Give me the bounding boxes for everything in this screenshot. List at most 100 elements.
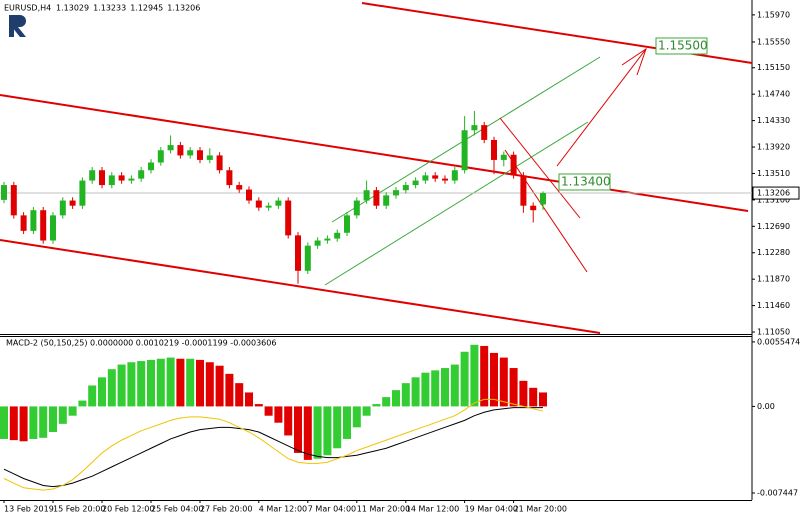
candle-body bbox=[451, 170, 458, 181]
level-label: 1.13400 bbox=[561, 175, 611, 189]
histogram-bar bbox=[49, 406, 57, 432]
candle-body bbox=[118, 175, 125, 181]
histogram-bar bbox=[509, 368, 518, 407]
candle-body bbox=[197, 150, 203, 160]
candle-body bbox=[412, 180, 419, 186]
x-tick-label: 4 Mar 12:00 bbox=[259, 505, 307, 514]
histogram-bar bbox=[294, 406, 302, 453]
red-channel bbox=[504, 149, 588, 273]
candle-body bbox=[422, 175, 429, 181]
forecast-arrow bbox=[556, 48, 647, 167]
y-tick-label: 1.13510 bbox=[757, 169, 790, 178]
candle-body bbox=[344, 215, 350, 233]
histogram-bar bbox=[421, 372, 430, 407]
candle-body bbox=[187, 150, 194, 156]
x-tick-label: 11 Mar 20:00 bbox=[357, 505, 410, 514]
histogram-bar bbox=[186, 358, 195, 407]
y-tick-label: 1.11050 bbox=[757, 328, 790, 337]
candle-body bbox=[461, 130, 468, 171]
y-tick-label: 1.15970 bbox=[757, 10, 790, 19]
y-tick-label: -0.007447 bbox=[757, 488, 798, 497]
histogram-bar bbox=[411, 377, 420, 407]
histogram-bar bbox=[58, 406, 67, 424]
level-box bbox=[558, 173, 611, 191]
level-label: 1.15500 bbox=[658, 39, 708, 53]
histogram-bar bbox=[343, 406, 351, 439]
candle-body bbox=[481, 125, 488, 140]
header-value: 1.13206 bbox=[167, 4, 200, 13]
histogram-bar bbox=[323, 406, 332, 456]
histogram-bar bbox=[519, 380, 528, 407]
histogram-bar bbox=[450, 364, 459, 407]
histogram-bar bbox=[333, 406, 342, 449]
candle-body bbox=[295, 235, 301, 271]
histogram-bar bbox=[117, 364, 126, 407]
channel-line bbox=[0, 94, 749, 212]
candle-body bbox=[500, 154, 507, 160]
candle-body bbox=[69, 200, 76, 206]
candle-body bbox=[236, 185, 243, 190]
channel-line bbox=[0, 239, 601, 334]
histogram-bar bbox=[147, 359, 155, 407]
candle-body bbox=[20, 215, 27, 231]
candle-body bbox=[30, 210, 37, 231]
header-value: 1.13233 bbox=[93, 4, 126, 13]
last-price-label: 1.13206 bbox=[757, 189, 790, 198]
candle-body bbox=[50, 215, 56, 241]
candle-body bbox=[59, 200, 66, 216]
histogram-bar bbox=[480, 345, 489, 407]
histogram-bar bbox=[29, 406, 38, 439]
candle-body bbox=[510, 154, 517, 176]
histogram-bar bbox=[166, 357, 175, 407]
histogram-bar bbox=[196, 359, 204, 407]
candle-body bbox=[157, 150, 164, 163]
candle-body bbox=[393, 190, 399, 196]
candle-body bbox=[265, 205, 272, 208]
macd-line bbox=[3, 398, 544, 491]
histogram-bar bbox=[392, 390, 400, 407]
histogram-bar bbox=[107, 369, 116, 407]
x-tick-label: 27 Feb 20:00 bbox=[200, 505, 252, 514]
candle-body bbox=[363, 190, 370, 201]
y-tick-label: 1.14330 bbox=[757, 116, 790, 125]
histogram-bar bbox=[352, 406, 361, 428]
histogram-bar bbox=[245, 392, 253, 407]
candle-body bbox=[246, 189, 252, 201]
histogram-bar bbox=[254, 404, 263, 407]
y-tick-label: 1.13100 bbox=[757, 195, 790, 204]
y-tick-label: 0.00 bbox=[757, 402, 775, 411]
candle-body bbox=[520, 175, 527, 206]
candle-body bbox=[442, 178, 448, 181]
y-tick-label: 1.11870 bbox=[757, 275, 790, 284]
logo-shape bbox=[12, 15, 26, 37]
histogram-bar bbox=[313, 406, 322, 459]
histogram-bar bbox=[19, 406, 28, 442]
candle-body bbox=[540, 193, 546, 205]
candle-body bbox=[226, 170, 233, 186]
candle-body bbox=[471, 125, 478, 131]
green-channel bbox=[324, 121, 589, 286]
y-tick-label: 1.12280 bbox=[757, 248, 790, 257]
x-tick-label: 25 Feb 04:00 bbox=[151, 505, 203, 514]
histogram-bar bbox=[205, 362, 214, 407]
histogram-bar bbox=[235, 383, 244, 407]
x-tick-label: 15 Feb 20:00 bbox=[53, 505, 105, 514]
candle-body bbox=[99, 170, 105, 186]
candle-body bbox=[177, 145, 184, 156]
histogram-bar bbox=[499, 357, 508, 407]
candle-body bbox=[383, 195, 390, 206]
candle-body bbox=[40, 210, 47, 241]
candle-body bbox=[216, 155, 223, 171]
histogram-bar bbox=[539, 392, 547, 407]
histogram-bar bbox=[274, 406, 283, 423]
histogram-bar bbox=[441, 368, 449, 407]
x-tick-label: 20 Feb 12:00 bbox=[102, 505, 154, 514]
symbol: EURUSD,H4 bbox=[4, 4, 51, 13]
histogram-bar bbox=[431, 370, 440, 407]
histogram-bar bbox=[362, 406, 371, 416]
histogram-bar bbox=[9, 406, 18, 441]
y-tick-label: 1.11460 bbox=[757, 301, 790, 310]
candle-body bbox=[10, 185, 17, 216]
